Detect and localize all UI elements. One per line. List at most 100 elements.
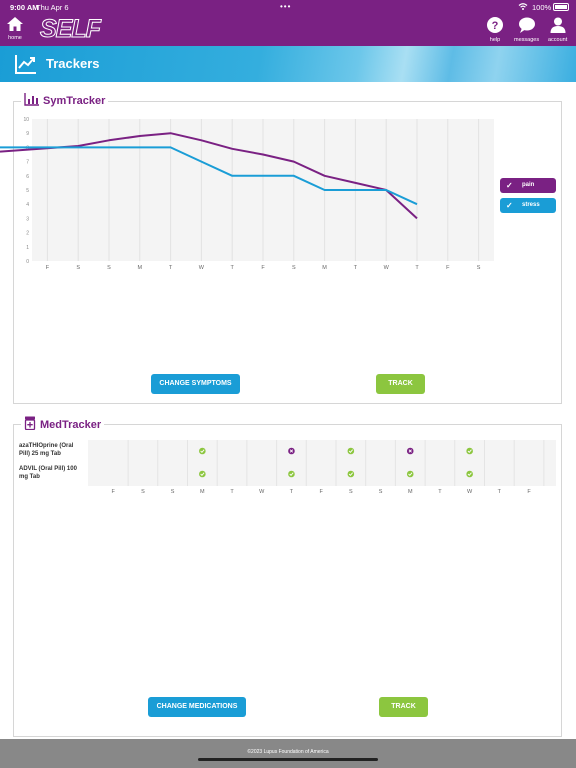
check-icon: ✓ [506,201,513,210]
y-tick-label: 3 [26,216,29,222]
taken-check-icon [466,470,473,478]
account-icon [550,17,566,33]
x-tick-label: T [231,265,235,271]
pill-bottle-icon [24,416,36,431]
x-tick-label: S [76,265,80,271]
taken-check-icon [347,470,355,478]
day-label: M [200,489,205,495]
home-label: home [8,35,22,41]
day-label: F [319,489,323,495]
y-tick-label: 5 [26,188,29,194]
footer: ©2023 Lupus Foundation of America [0,739,576,768]
medtracker-title: MedTracker [40,419,102,431]
medtracker-header: MedTracker [21,416,105,431]
taken-check-icon [466,447,473,455]
trend-icon [15,55,36,74]
symtracker-title: SymTracker [43,95,106,107]
day-label: S [349,489,353,495]
legend-label: pain [522,182,535,188]
messages-icon [518,17,535,33]
y-tick-label: 0 [26,259,29,265]
day-label: T [290,489,294,495]
account-label: account [548,37,568,43]
help-label: help [489,37,501,43]
symptom-track-button[interactable]: TRACK [376,374,425,394]
med-name-2: ADVIL (Oral Pill) 100 mg Tab [19,466,77,480]
x-tick-label: T [415,265,419,271]
status-bar: 9:00 AM Thu Apr 6 ••• 100% [0,0,576,14]
series-line-pain [0,132,418,220]
taken-check-icon [288,470,295,478]
day-label: T [498,489,502,495]
day-label: S [141,489,145,495]
help-icon: ? [487,17,503,33]
y-tick-label: 4 [26,202,29,208]
x-tick-label: M [322,265,327,271]
messages-label: messages [514,37,540,43]
y-tick-label: 7 [26,160,29,166]
day-label: T [438,489,442,495]
taken-check-icon [406,470,414,478]
home-button[interactable]: home [6,16,24,41]
y-tick-label: 9 [26,131,29,137]
series-line-stress [0,146,418,206]
home-icon [7,17,23,31]
multitask-dots[interactable]: ••• [280,2,292,11]
y-tick-label: 2 [26,231,29,237]
legend-label: stress [522,202,540,208]
symtracker-header: SymTracker [21,93,109,107]
page-banner: Trackers [0,46,576,82]
x-tick-label: F [446,265,450,271]
x-tick-label: F [261,265,265,271]
messages-button[interactable]: messages [514,16,539,43]
day-label: F [527,489,531,495]
taken-check-icon [199,470,206,478]
battery-icon [553,3,569,11]
missed-x-icon [406,447,414,455]
x-tick-label: S [477,265,481,271]
day-label: S [379,489,383,495]
account-button[interactable]: account [548,16,567,43]
y-tick-label: 10 [23,117,29,123]
x-tick-label: S [107,265,111,271]
wifi-icon [518,3,528,10]
med-name-1: azaTHIOprine (Oral Pill) 25 mg Tab [19,443,74,457]
top-nav: home SELF ? help messages account [0,14,576,46]
status-time: 9:00 AM [10,3,39,12]
x-tick-label: W [384,265,390,271]
change-symptoms-button[interactable]: CHANGE SYMPTOMS [151,374,240,394]
copyright-text: ©2023 Lupus Foundation of America [247,749,329,755]
x-tick-label: W [199,265,205,271]
legend-item-stress[interactable]: ✓ stress [500,198,556,213]
change-medications-button[interactable]: CHANGE MEDICATIONS [148,697,246,717]
x-tick-label: M [138,265,143,271]
day-label: F [112,489,116,495]
bar-chart-icon [24,93,39,106]
medication-track-button[interactable]: TRACK [379,697,428,717]
svg-text:?: ? [492,20,499,32]
page-title: Trackers [46,56,100,71]
y-tick-label: 6 [26,174,29,180]
help-button[interactable]: ? help [486,16,504,43]
status-date: Thu Apr 6 [36,3,69,12]
x-tick-label: T [169,265,173,271]
check-icon: ✓ [506,181,513,190]
med-grid-background [88,440,556,486]
x-tick-label: F [46,265,50,271]
battery-percent: 100% [532,3,552,12]
taken-check-icon [347,447,355,455]
day-label: T [230,489,234,495]
self-logo: SELF [40,15,102,44]
x-tick-label: S [292,265,296,271]
home-indicator[interactable] [198,758,378,761]
day-label: M [408,489,413,495]
y-tick-label: 1 [26,245,29,251]
day-label: S [171,489,175,495]
missed-x-icon [288,447,295,455]
day-label: W [467,489,473,495]
taken-check-icon [199,447,206,455]
day-label: W [259,489,265,495]
legend-item-pain[interactable]: ✓ pain [500,178,556,193]
